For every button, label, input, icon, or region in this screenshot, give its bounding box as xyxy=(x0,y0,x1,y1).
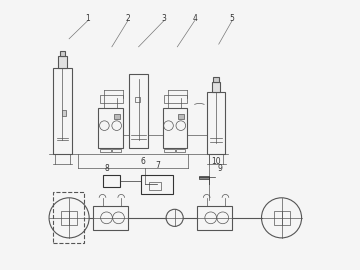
Bar xyxy=(112,149,121,152)
Bar xyxy=(207,92,225,154)
Bar xyxy=(62,110,67,116)
Text: 9: 9 xyxy=(218,164,222,173)
Text: 8: 8 xyxy=(105,164,110,173)
Bar xyxy=(53,68,72,154)
Bar xyxy=(141,175,173,194)
Bar xyxy=(178,114,184,119)
Bar xyxy=(163,108,187,148)
Bar xyxy=(93,206,128,230)
Bar xyxy=(99,108,122,148)
Bar xyxy=(53,193,84,243)
Bar xyxy=(197,206,232,230)
Text: 3: 3 xyxy=(162,14,166,23)
Bar xyxy=(100,95,122,103)
Bar xyxy=(135,97,140,102)
Bar xyxy=(176,149,185,152)
Text: 7: 7 xyxy=(155,161,160,170)
Bar xyxy=(58,56,67,68)
Text: 6: 6 xyxy=(141,157,145,166)
Bar xyxy=(149,182,161,190)
Bar xyxy=(199,176,210,179)
Text: 5: 5 xyxy=(230,14,235,23)
Bar xyxy=(164,149,175,152)
Text: 1: 1 xyxy=(85,14,90,23)
Bar xyxy=(129,73,148,148)
Bar xyxy=(114,114,120,119)
Text: 2: 2 xyxy=(126,14,130,23)
Bar xyxy=(60,51,65,56)
Text: 4: 4 xyxy=(192,14,197,23)
Bar xyxy=(213,77,219,82)
Bar xyxy=(164,95,187,103)
Bar xyxy=(212,82,220,92)
Bar xyxy=(100,149,111,152)
Bar xyxy=(274,211,289,225)
Bar xyxy=(61,211,77,225)
Text: 10: 10 xyxy=(211,157,221,166)
Bar xyxy=(103,175,120,187)
